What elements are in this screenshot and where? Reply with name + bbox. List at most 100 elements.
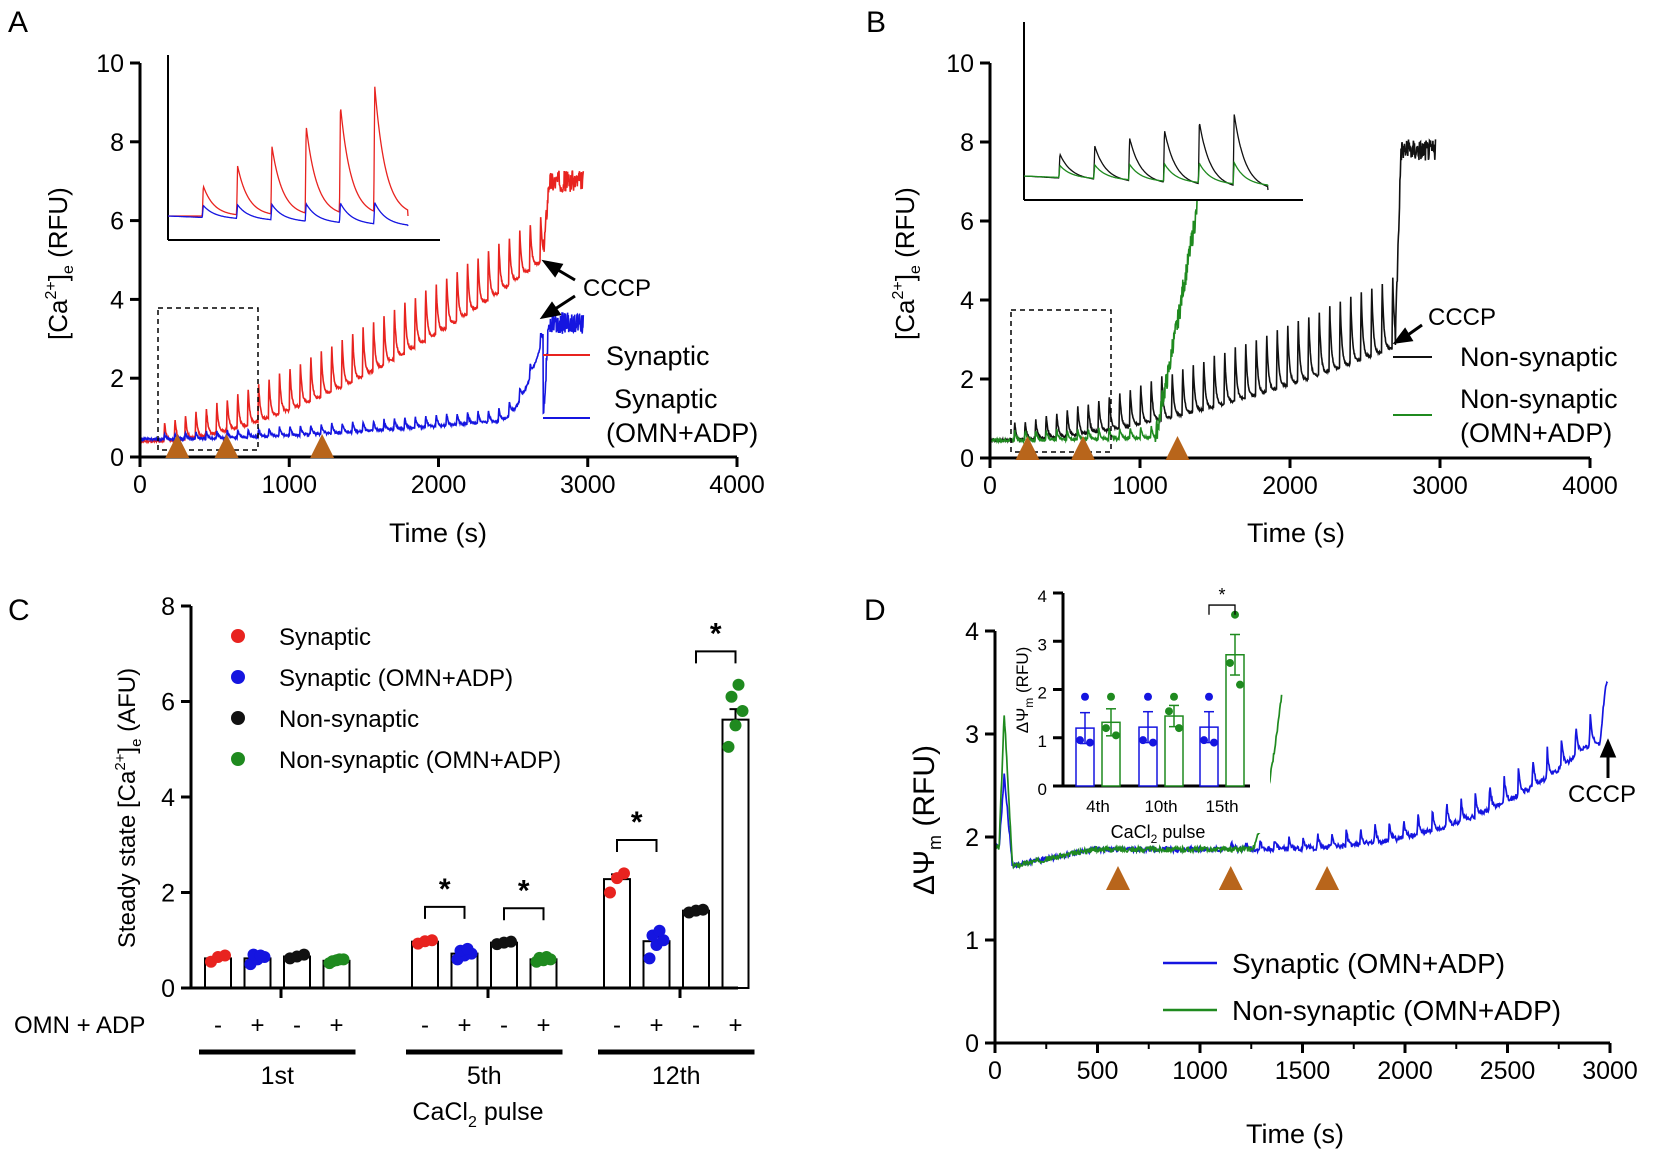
panel-c-legend: Synaptic Synaptic (OMN+ADP) Non-synaptic No…	[231, 624, 561, 774]
x-tick-label: 3000	[1582, 1057, 1638, 1085]
condition-sign: +	[536, 1012, 550, 1039]
panel-a-pulse-arrowheads	[165, 434, 335, 458]
panel-b-zoom-box	[1010, 309, 1112, 453]
data-point	[729, 719, 742, 732]
panel-b-letter: B	[866, 6, 886, 39]
panel-c-xlabel: CaCl2 pulse	[412, 1098, 543, 1131]
x-tick-label: 2500	[1480, 1057, 1536, 1085]
inset-series-nonsynaptic-omn	[1024, 160, 1269, 187]
inset-data-point	[1112, 731, 1120, 740]
legend-label: Synaptic	[279, 624, 371, 651]
significance-bracket	[695, 650, 737, 664]
y-tick-label: 2	[110, 365, 124, 393]
legend-d-nonsynaptic-omn-label: Non-synaptic (OMN+ADP)	[1232, 995, 1561, 1026]
data-point	[653, 924, 666, 937]
y-tick-label: 0	[965, 1030, 979, 1058]
inset-data-point	[1170, 692, 1178, 701]
y-tick-label: 0	[110, 444, 124, 472]
panel-a-ylabel: [Ca2+]e (RFU)	[43, 187, 77, 340]
inset-data-point	[1226, 658, 1234, 667]
inset-data-point	[1165, 707, 1173, 716]
condition-sign: -	[613, 1012, 621, 1039]
condition-sign: +	[728, 1012, 742, 1039]
inset-data-point	[1200, 736, 1208, 745]
inset-ylabel-main: ΔΨ	[1013, 708, 1032, 734]
y-tick-label: 6	[161, 689, 175, 717]
y-tick-label: 2	[965, 824, 979, 852]
inset-data-point	[1175, 724, 1183, 733]
significance-bracket	[424, 905, 466, 919]
category-label: 5th	[467, 1062, 502, 1090]
y-tick-label: 4	[110, 286, 124, 314]
pulse-arrowhead	[310, 434, 335, 458]
y-tick-label: 1	[965, 927, 979, 955]
x-tick-label: 0	[983, 472, 997, 500]
y-tick-label: 0	[960, 445, 974, 473]
panel-d-cccp-arrow	[1599, 738, 1617, 778]
data-point	[697, 903, 709, 916]
inset-data-point	[1149, 738, 1157, 747]
data-point	[722, 740, 735, 753]
y-tick-label: 1	[1038, 732, 1047, 751]
legend-dot	[231, 629, 245, 643]
panel-a-curves	[139, 170, 585, 445]
inset-data-point	[1144, 692, 1152, 701]
inset-significance-bracket	[1208, 604, 1236, 615]
panel-c-chart: - + - +1st - + - +5th - + - +12th * * * *	[199, 617, 755, 1090]
y-tick-label: 0	[161, 975, 175, 1003]
y-tick-label: 4	[1038, 587, 1047, 606]
inset-xlabel-main: CaCl	[1111, 822, 1151, 842]
pulse-arrowhead	[1015, 436, 1040, 460]
panel-c-ylabel: Steady state [Ca2+]e (AFU)	[112, 668, 145, 948]
panel-c-axes: 0 2 4 6 8	[161, 593, 738, 1003]
inset-ylabel-unit: (RFU)	[1013, 647, 1032, 698]
panel-b-axes: 0 1000 2000 3000 4000 0 2 4 6 8 10	[946, 50, 1618, 500]
inset-data-point	[1076, 736, 1084, 745]
x-tick-label: 1500	[1275, 1057, 1331, 1085]
condition-sign: -	[692, 1012, 700, 1039]
panel-d-axes: 0 500 1000 1500 2000 2500 3000 0 1 2 3 4	[965, 618, 1638, 1085]
x-tick-label: 3000	[1412, 472, 1468, 500]
condition-sign: +	[649, 1012, 663, 1039]
x-tick-label: 0	[133, 471, 147, 499]
y-tick-label: 3	[1038, 635, 1047, 654]
legend-nonsynaptic-label: Non-synaptic	[1460, 342, 1618, 372]
legend-dot	[231, 711, 245, 725]
y-tick-label: 10	[96, 50, 124, 78]
inset-category-label: 15th	[1205, 797, 1238, 816]
inset-ylabel-sub: m	[1022, 698, 1036, 708]
panel-a-xlabel: Time (s)	[389, 518, 487, 548]
x-tick-label: 3000	[560, 471, 616, 499]
panel-a: A 0 1000 2000 3000 4000 0 2 4 6 8 10 [Ca2+]e (RFU)…	[8, 6, 765, 548]
data-point	[725, 690, 738, 703]
panel-b: B 0 1000 2000 3000 4000 0 2 4 6 8 10 [Ca2+]e (RFU)…	[866, 6, 1618, 548]
y-tick-label: 4	[161, 784, 175, 812]
legend-d-synaptic-omn-label: Synaptic (OMN+ADP)	[1232, 948, 1505, 979]
inset-data-point	[1139, 736, 1147, 745]
panel-b-xlabel: Time (s)	[1247, 518, 1345, 548]
significance-star: *	[631, 806, 643, 839]
y-tick-label: 4	[960, 287, 974, 315]
x-tick-label: 2000	[1377, 1057, 1433, 1085]
inset-category-label: 10th	[1144, 797, 1177, 816]
panel-a-cccp-label: CCCP	[583, 275, 651, 302]
data-point	[219, 949, 231, 962]
y-tick-label: 4	[965, 618, 979, 646]
data-point	[426, 934, 438, 947]
inset-category-label: 4th	[1086, 797, 1110, 816]
inset-data-point	[1107, 692, 1115, 701]
panel-d-letter: D	[864, 594, 886, 627]
y-tick-label: 10	[946, 50, 974, 78]
inset-xlabel: CaCl2 pulse	[1111, 822, 1206, 846]
condition-sign: -	[214, 1012, 222, 1039]
x-tick-label: 4000	[709, 471, 765, 499]
legend-dot	[231, 670, 245, 684]
panel-d-ylabel: ΔΨm (RFU)	[908, 745, 945, 895]
data-point	[604, 886, 616, 899]
data-point	[461, 942, 474, 955]
data-point	[540, 950, 553, 963]
data-point	[618, 867, 630, 880]
series-nonsynaptic-omn	[994, 694, 1283, 870]
legend-synaptic-label: Synaptic	[606, 341, 710, 371]
